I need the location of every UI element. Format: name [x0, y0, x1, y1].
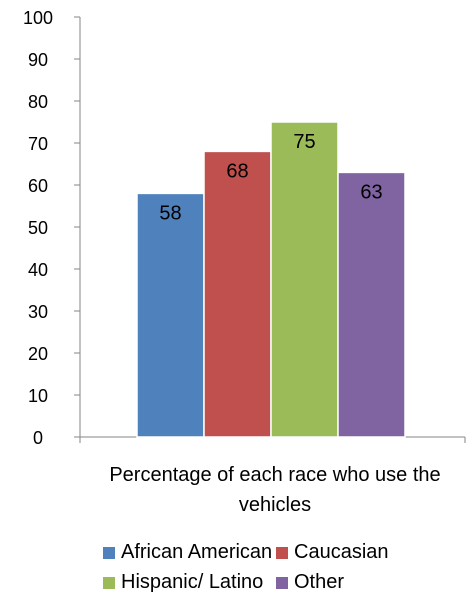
legend-swatch [276, 546, 288, 559]
y-tick-label: 70 [28, 134, 48, 154]
y-tick-label: 40 [28, 260, 48, 280]
y-tick-label: 100 [23, 8, 53, 28]
y-tick-label: 20 [28, 344, 48, 364]
y-tick-label: 90 [28, 50, 48, 70]
y-tick-label: 80 [28, 92, 48, 112]
legend-swatch [276, 576, 288, 589]
legend-label: African American [121, 541, 273, 563]
data-label: 75 [293, 131, 315, 153]
bar [136, 192, 205, 438]
y-tick-label: 60 [28, 176, 48, 196]
data-label: 68 [226, 160, 248, 182]
bar [270, 121, 339, 438]
legend-label: Caucasian [294, 541, 389, 563]
legend-item-hispanic-latino: Hispanic/ Latino [103, 571, 263, 594]
legend-item-african-american: African American [103, 541, 272, 564]
legend-swatch [103, 546, 115, 559]
x-axis-label: Percentage of each race who use the vehi… [109, 464, 441, 516]
legend-swatch [103, 576, 115, 589]
bar [337, 171, 406, 438]
legend-label: Other [294, 571, 345, 593]
y-tick-label: 10 [28, 386, 48, 406]
chart-axes: 0 10 20 30 40 50 60 70 80 90 100 [23, 8, 466, 448]
data-label: 58 [159, 202, 181, 224]
legend-item-caucasian: Caucasian [276, 541, 389, 564]
data-label: 63 [360, 181, 382, 203]
y-tick-label: 30 [28, 302, 48, 322]
legend-label: Hispanic/ Latino [121, 571, 264, 593]
chart-bars: 58 68 75 63 [136, 121, 406, 438]
bar [203, 150, 272, 438]
y-tick-label: 50 [28, 218, 48, 238]
legend-item-other: Other [276, 571, 344, 594]
y-tick-label: 0 [33, 428, 43, 448]
